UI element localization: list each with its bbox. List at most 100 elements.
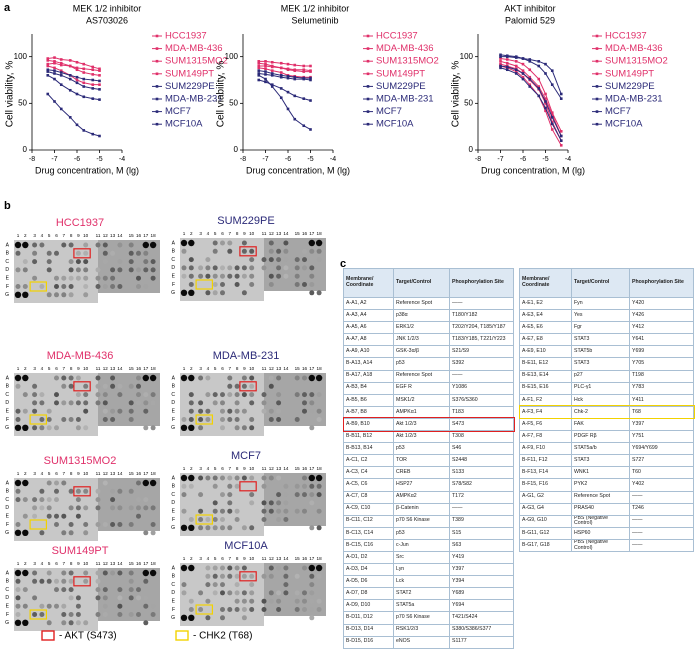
- blot-dot: [276, 400, 282, 406]
- blot-dot: [39, 578, 45, 584]
- table-cell: CREB: [393, 466, 450, 480]
- blot-dot: [294, 598, 300, 604]
- blot-dot: [212, 282, 218, 287]
- data-point: [270, 74, 274, 77]
- blot-dot: [128, 400, 134, 406]
- legend-marker: [595, 97, 599, 101]
- data-point: [257, 66, 261, 70]
- table-cell: Y751: [629, 430, 694, 444]
- blot-dot: [220, 525, 225, 531]
- table-cell: A-A3, A4: [343, 309, 394, 323]
- table-cell: A-G3, G4: [519, 502, 572, 516]
- blot-dot: [234, 475, 240, 481]
- blot-dot: [150, 522, 156, 527]
- data-point: [59, 71, 63, 74]
- blot-dot: [110, 284, 116, 289]
- data-point: [499, 62, 502, 66]
- legend-marker: [155, 110, 159, 113]
- column-number: 5: [48, 366, 51, 371]
- blot-dot: [83, 578, 89, 584]
- blot-dot: [268, 265, 274, 271]
- data-point: [82, 85, 86, 88]
- blot-dot: [95, 275, 101, 281]
- blot-dot: [294, 492, 300, 498]
- data-point: [257, 64, 261, 68]
- table-row: B-G17, G18 PBS (Negative Control) ——: [519, 538, 694, 553]
- data-point: [264, 64, 267, 68]
- blot-dot: [205, 273, 211, 279]
- row-letter: F: [172, 417, 175, 423]
- blot-dot: [309, 425, 315, 431]
- membrane: [264, 563, 326, 616]
- data-point: [505, 58, 509, 61]
- blot-dot: [110, 408, 116, 414]
- column-number: 5: [214, 556, 217, 561]
- blot-dot: [249, 582, 255, 588]
- table-cell: B-E11, E12: [519, 357, 572, 371]
- blot-dot: [46, 408, 52, 414]
- blot-dot: [249, 590, 255, 596]
- row-letter: B: [6, 579, 10, 585]
- blot-dot: [188, 524, 195, 531]
- data-point: [528, 85, 532, 88]
- blot-dot: [61, 383, 67, 389]
- column-number: 18: [317, 231, 323, 236]
- data-point: [75, 66, 79, 70]
- column-number: 13: [110, 471, 116, 476]
- blot-dot: [150, 392, 156, 398]
- blot-dot: [142, 374, 149, 382]
- row-letter: F: [6, 522, 9, 528]
- blot-dot: [302, 607, 307, 612]
- blot-dot: [83, 284, 89, 289]
- table-cell: A-A9, A10: [343, 345, 394, 359]
- data-point: [550, 69, 554, 72]
- blot-dot: [188, 614, 195, 621]
- table-cell: HSP60: [571, 526, 630, 540]
- blot-dot: [188, 598, 194, 604]
- data-point: [82, 62, 86, 66]
- y-tick-label: 0: [23, 145, 28, 154]
- blot-dot: [212, 475, 218, 481]
- blot-dot: [309, 615, 315, 621]
- table-cell: S2448: [449, 454, 514, 468]
- row-letter: A: [6, 570, 10, 576]
- blot-dot: [22, 497, 28, 503]
- column-number: 17: [143, 561, 149, 566]
- column-number: 18: [317, 366, 323, 371]
- column-number: 8: [70, 233, 73, 238]
- data-point: [98, 67, 101, 71]
- blot-dot: [283, 273, 289, 279]
- blot-dot: [75, 488, 81, 494]
- column-number: 9: [243, 231, 246, 236]
- blot-dot: [234, 573, 240, 579]
- blot-dot: [268, 417, 274, 422]
- blot-dot: [75, 595, 81, 601]
- blot-dot: [22, 587, 28, 593]
- blot-dot: [268, 282, 274, 287]
- table-row: A-E1, E2 Fyn Y420: [519, 296, 694, 311]
- data-point: [59, 107, 63, 111]
- table-cell: Y419: [449, 550, 514, 565]
- blot-dot: [110, 497, 116, 503]
- blot-dot: [227, 492, 233, 498]
- data-point: [550, 128, 554, 131]
- legend-label: SUM229PE: [605, 81, 655, 92]
- blot-dot: [249, 607, 255, 612]
- blot-dot: [241, 248, 247, 254]
- row-letter: A: [172, 475, 176, 481]
- table-cell: B-G17, G18: [519, 538, 572, 553]
- table-cell: Y689: [449, 587, 514, 601]
- blot-dot: [149, 374, 157, 382]
- legend-marker: [595, 59, 599, 63]
- blot-dot: [136, 587, 141, 593]
- legend-marker: [155, 85, 159, 88]
- blot-dot: [302, 248, 307, 254]
- table-row: A-C1, C2 TOR S2448: [343, 454, 514, 468]
- data-point: [528, 83, 532, 86]
- table-cell: B-F11, F12: [519, 454, 572, 468]
- table-row: B-F11, F12 STAT3 S727: [519, 454, 694, 468]
- blot-dot: [136, 505, 141, 511]
- data-point: [544, 102, 547, 105]
- data-point: [264, 67, 267, 71]
- header-row: Membrane/ Coordinate Target/Control Phosph…: [519, 268, 694, 298]
